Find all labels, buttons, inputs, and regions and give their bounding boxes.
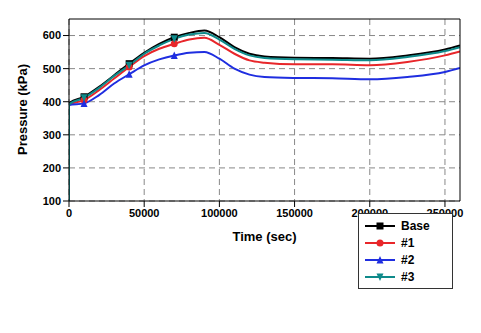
html-text:#2: #2: [401, 252, 415, 267]
svg-text:300: 300: [43, 129, 61, 141]
svg-text:0: 0: [66, 207, 72, 219]
svg-text:200000: 200000: [351, 207, 388, 219]
svg-text:400: 400: [43, 96, 61, 108]
svg-text:Time (sec): Time (sec): [232, 229, 296, 244]
svg-text:200: 200: [43, 162, 61, 174]
svg-text:100000: 100000: [201, 207, 238, 219]
html-text:#3: #3: [401, 269, 415, 284]
svg-text:50000: 50000: [129, 207, 160, 219]
svg-text:150000: 150000: [276, 207, 313, 219]
svg-text:250000: 250000: [427, 207, 464, 219]
html-text:Base: Base: [401, 218, 430, 233]
svg-text:500: 500: [43, 63, 61, 75]
svg-text:Pressure (kPa): Pressure (kPa): [15, 64, 30, 155]
svg-text:100: 100: [43, 195, 61, 207]
svg-text:600: 600: [43, 29, 61, 41]
html-text:#1: #1: [401, 235, 415, 250]
